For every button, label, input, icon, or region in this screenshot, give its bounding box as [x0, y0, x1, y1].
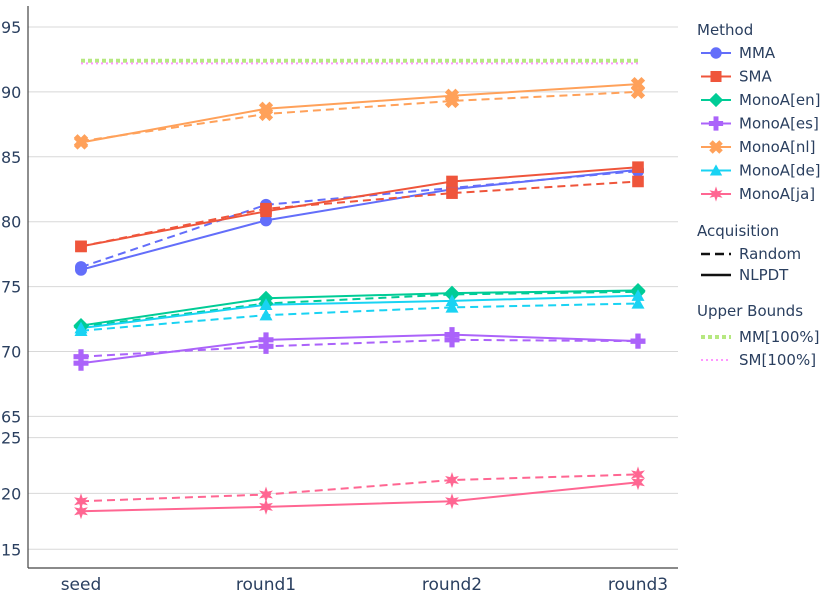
data-point-monoa-de-nlpdt-round2: [445, 294, 459, 307]
data-point-monoa-ja-random-round2: [445, 472, 459, 489]
y-tick-label-upper-65: 65: [1, 407, 21, 426]
series-line-monoa-ja-nlpdt: [80, 481, 639, 513]
data-point-sma-random-round3: [632, 175, 644, 188]
data-point-monoa-ja-random-round3: [631, 466, 645, 483]
gridlines: [28, 26, 678, 550]
legend-marker-monoa-ja: [709, 186, 723, 202]
data-point-mma-random-seed: [75, 261, 87, 274]
legend-marker-mma: [710, 47, 722, 59]
legend-label-monoa-en: MonoA[en]: [739, 91, 821, 109]
legend-marker-monoa-de: [709, 164, 723, 176]
data-point-sma-nlpdt-round2: [446, 175, 458, 188]
x-tick-label-seed: seed: [61, 575, 102, 593]
data-point-monoa-de-random-round1: [259, 308, 273, 321]
legend-marker-monoa-es: [708, 116, 724, 131]
x-tick-label-round2: round2: [422, 575, 482, 593]
y-tick-label-upper-85: 85: [1, 148, 21, 167]
legend-label-nlpdt: NLPDT: [739, 266, 789, 284]
data-point-monoa-es-random-seed: [73, 349, 89, 365]
data-point-monoa-ja-nlpdt-seed: [74, 503, 88, 520]
y-tick-label-lower-25: 25: [1, 429, 21, 448]
data-point-monoa-de-random-round2: [445, 300, 459, 313]
data-point-monoa-nl-random-round1: [258, 106, 274, 122]
legend-label-monoa-de: MonoA[de]: [739, 162, 821, 180]
series-line-mma-nlpdt: [80, 168, 639, 271]
legend-label-monoa-nl: MonoA[nl]: [739, 138, 815, 156]
series-line-monoa-ja-random: [80, 473, 639, 503]
data-point-monoa-ja-random-seed: [74, 493, 88, 510]
legend-title-upper-bounds: Upper Bounds: [697, 302, 803, 320]
y-tick-label-lower-20: 20: [1, 484, 21, 503]
series-line-monoa-nl-nlpdt: [80, 83, 639, 144]
data-point-monoa-es-random-round2: [444, 332, 460, 348]
series-markers: [73, 76, 646, 520]
y-tick-labels: 65 70 75 80 85 90 95 15 20 25: [1, 18, 21, 559]
data-point-monoa-es-random-round3: [630, 333, 646, 349]
y-tick-label-upper-90: 90: [1, 83, 21, 102]
legend-label-monoa-es: MonoA[es]: [739, 115, 819, 133]
y-tick-label-upper-70: 70: [1, 343, 21, 362]
data-point-monoa-nl-random-round3: [630, 84, 646, 100]
y-tick-label-lower-15: 15: [1, 540, 21, 559]
data-point-monoa-nl-random-round2: [444, 93, 460, 109]
legend-label-monoa-ja: MonoA[ja]: [739, 185, 815, 203]
series-line-monoa-es-random: [80, 338, 639, 358]
legend-title-method: Method: [697, 21, 753, 39]
legend-marker-sma: [710, 70, 722, 83]
legend-label-mm-100: MM[100%]: [739, 328, 819, 346]
y-tick-label-upper-95: 95: [1, 18, 21, 37]
series-line-monoa-es-nlpdt: [80, 333, 639, 365]
legend-marker-monoa-en: [708, 92, 724, 108]
series-line-monoa-en-random: [80, 290, 639, 328]
series-line-monoa-nl-random: [80, 90, 639, 143]
series-lines: [80, 83, 639, 513]
legend-title-acquisition: Acquisition: [697, 222, 779, 240]
data-point-monoa-ja-nlpdt-round1: [259, 498, 273, 515]
y-tick-label-upper-80: 80: [1, 213, 21, 232]
legend-label-sm-100: SM[100%]: [739, 351, 816, 369]
data-point-monoa-de-nlpdt-round1: [259, 298, 273, 310]
data-point-monoa-es-random-round1: [258, 338, 274, 354]
data-point-mma-nlpdt-round1: [260, 214, 272, 227]
series-line-sma-random: [80, 180, 639, 248]
legend: Method MMA SMA MonoA[en] MonoA[es] MonoA[nl] M…: [697, 21, 821, 369]
legend-label-random: Random: [739, 245, 801, 263]
legend-label-mma: MMA: [739, 44, 776, 62]
series-line-mma-random: [80, 170, 639, 269]
data-point-monoa-de-nlpdt-round3: [631, 289, 645, 301]
data-point-sma-random-seed: [75, 240, 87, 253]
series-line-monoa-de-random: [80, 302, 639, 332]
data-point-monoa-ja-nlpdt-round2: [445, 493, 459, 510]
series-line-monoa-en-nlpdt: [80, 289, 639, 327]
data-point-monoa-ja-random-round1: [259, 486, 273, 503]
x-tick-label-round1: round1: [236, 575, 296, 593]
data-point-sma-random-round2: [446, 187, 458, 199]
data-point-monoa-de-random-round3: [631, 296, 645, 309]
series-line-monoa-de-nlpdt: [80, 294, 639, 330]
legend-marker-monoa-nl: [709, 140, 723, 154]
data-point-sma-nlpdt-round3: [632, 161, 644, 173]
series-line-sma-nlpdt: [80, 166, 639, 248]
legend-label-sma: SMA: [739, 68, 772, 86]
data-point-sma-random-round1: [260, 202, 272, 215]
upper-bound-lines: [81, 58, 638, 65]
data-point-monoa-nl-random-seed: [73, 134, 89, 149]
x-tick-label-round3: round3: [608, 575, 668, 593]
data-point-monoa-de-random-seed: [74, 324, 88, 336]
y-tick-label-upper-75: 75: [1, 278, 21, 297]
x-tick-labels: seed round1 round2 round3: [61, 575, 668, 595]
